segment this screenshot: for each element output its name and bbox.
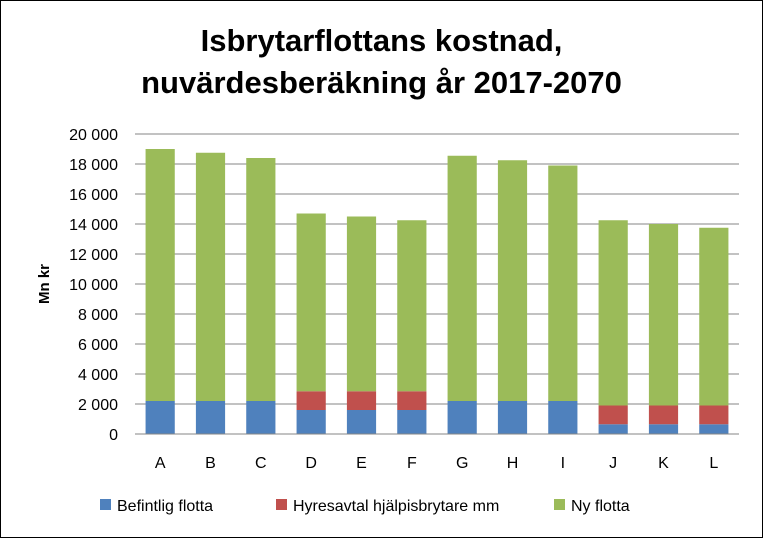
bar-segment-L-series-3	[699, 227, 729, 406]
x-tick-label: L	[709, 455, 718, 472]
legend-label: Befintlig flotta	[117, 498, 213, 515]
bar-segment-E-series-2	[346, 391, 377, 410]
bar-segment-H-series-3	[497, 160, 528, 401]
bar-segment-C-series-1	[246, 401, 276, 434]
bar-segment-B-series-3	[195, 152, 226, 401]
bar-segment-G-series-1	[447, 401, 477, 434]
bar-segment-F-series-2	[397, 391, 427, 410]
legend: Befintlig flotta Hyresavtal hjälpisbrytar…	[100, 498, 630, 515]
bar-segment-A-series-3	[145, 149, 175, 401]
chart-title-line-2: nuvärdesberäkning år 2017-2070	[141, 65, 622, 100]
bar-segment-I-series-3	[548, 165, 578, 401]
y-tick-label: 4 000	[78, 367, 118, 384]
y-tick-label: 2 000	[78, 397, 118, 414]
bar-segment-K-series-1	[648, 424, 679, 434]
y-tick-label: 12 000	[69, 247, 118, 264]
bar-segment-C-series-3	[246, 158, 276, 401]
bar-segment-K-series-3	[648, 224, 679, 406]
y-tick-label: 18 000	[69, 157, 118, 174]
x-tick-label: E	[356, 455, 367, 472]
bar-segment-D-series-2	[296, 391, 326, 410]
legend-label: Ny flotta	[571, 498, 630, 515]
bar-segment-J-series-3	[598, 220, 628, 406]
y-tick-label: 0	[109, 427, 118, 444]
bar-segment-B-series-1	[195, 401, 226, 434]
legend-swatch	[100, 499, 111, 510]
bar-segment-E-series-1	[346, 410, 377, 434]
x-tick-label: A	[155, 455, 166, 472]
x-tick-label: J	[609, 455, 617, 472]
bar-segment-L-series-2	[699, 405, 729, 425]
bar-segment-K-series-2	[648, 405, 679, 425]
bar-segment-J-series-1	[598, 424, 628, 434]
y-tick-label: 8 000	[78, 307, 118, 324]
y-tick-label: 20 000	[69, 127, 118, 144]
bar-segment-E-series-3	[346, 216, 377, 392]
bar-segment-D-series-3	[296, 213, 326, 392]
bar-segment-J-series-2	[598, 405, 628, 425]
x-tick-label: C	[255, 455, 267, 472]
x-tick-label: I	[561, 455, 565, 472]
y-tick-label: 14 000	[69, 217, 118, 234]
y-axis-tick-labels: 0 2 000 4 000 6 000 8 000 10 000 12 000 14 000 1…	[69, 127, 118, 444]
x-tick-label: F	[407, 455, 417, 472]
y-tick-label: 6 000	[78, 337, 118, 354]
legend-label: Hyresavtal hjälpisbrytare mm	[293, 498, 499, 515]
y-axis-label: Mn kr	[36, 264, 53, 304]
legend-swatch	[276, 499, 287, 510]
y-tick-label: 16 000	[69, 187, 118, 204]
y-tick-label: 10 000	[69, 277, 118, 294]
x-axis-tick-labels: A B C D E F G H I J K L	[155, 455, 719, 472]
x-tick-label: H	[507, 455, 519, 472]
gridlines	[135, 133, 739, 405]
bar-segment-F-series-1	[397, 410, 427, 434]
x-tick-label: B	[205, 455, 216, 472]
legend-swatch	[554, 499, 565, 510]
bar-segment-D-series-1	[296, 410, 326, 434]
x-tick-label: K	[658, 455, 669, 472]
x-tick-label: G	[456, 455, 468, 472]
x-tick-label: D	[305, 455, 317, 472]
bar-segment-G-series-3	[447, 155, 477, 401]
bars	[145, 149, 729, 434]
bar-segment-F-series-3	[397, 220, 427, 392]
bar-segment-H-series-1	[497, 401, 528, 434]
chart-title: Isbrytarflottans kostnad, nuvärdesberäkn…	[0, 20, 763, 104]
bar-segment-I-series-1	[548, 401, 578, 434]
chart-title-line-1: Isbrytarflottans kostnad,	[200, 23, 563, 58]
bar-segment-L-series-1	[699, 424, 729, 434]
bar-segment-A-series-1	[145, 401, 175, 434]
